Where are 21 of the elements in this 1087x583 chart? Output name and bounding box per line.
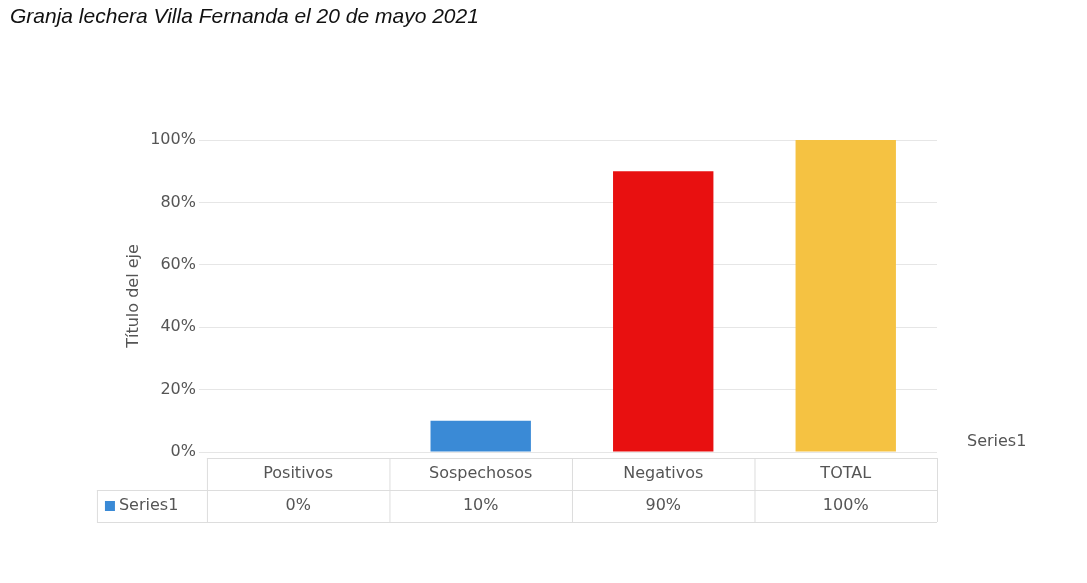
y-axis-title: Título del eje — [122, 244, 142, 349]
x-tick-label: Negativos — [623, 463, 704, 483]
chart-title: Granja lechera Villa Fernanda el 20 de mayo 2021 — [10, 4, 479, 28]
y-tick-label: 0% — [170, 441, 196, 461]
x-tick-label: Sospechosos — [428, 463, 533, 483]
y-tick-label: 100% — [150, 129, 196, 149]
y-tick-label: 20% — [160, 378, 196, 398]
data-label: 90% — [645, 495, 682, 515]
x-tick-label: TOTAL — [819, 463, 872, 483]
data-label: 10% — [462, 495, 499, 515]
data-label: 0% — [285, 495, 311, 515]
data-label: 100% — [822, 495, 869, 515]
y-tick-label: 80% — [160, 191, 196, 211]
text: Series1 — [967, 431, 1027, 451]
bar — [613, 171, 714, 452]
y-tick-label: 40% — [160, 316, 196, 336]
legend-label: Series1 — [118, 495, 179, 515]
y-tick-label: 60% — [160, 253, 196, 273]
x-tick-label: Positivos — [263, 463, 334, 483]
bar — [430, 420, 531, 452]
bar — [795, 140, 896, 452]
